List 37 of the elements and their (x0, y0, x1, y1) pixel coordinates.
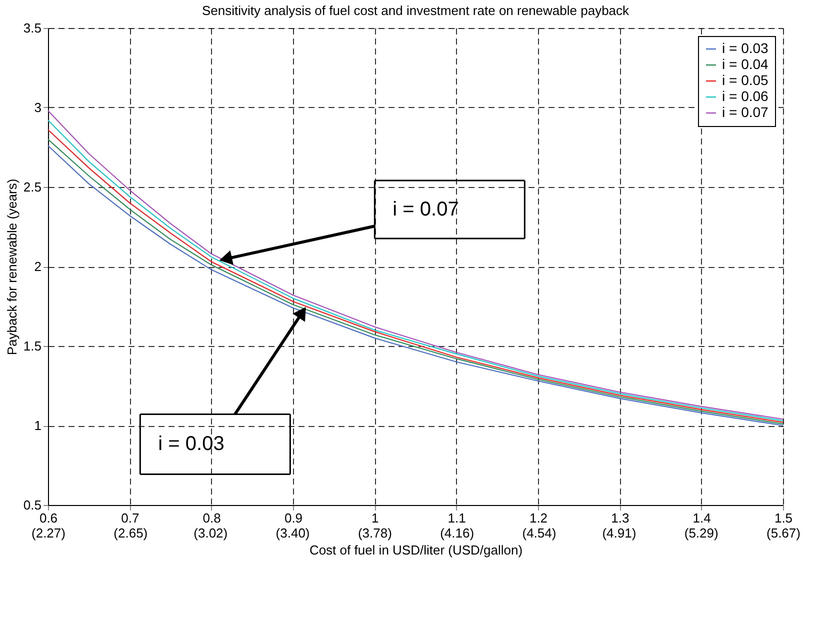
x2-tick-label: (3.40) (276, 526, 310, 540)
y-tick-label: 1.5 (23, 338, 42, 354)
x-tick-label: 1.2 (529, 510, 548, 526)
x-tick-label: 1.4 (692, 510, 711, 526)
x2-tick-label: (5.29) (684, 526, 718, 540)
annotation: i = 0.07 (392, 198, 459, 221)
x2-tick-label: (2.65) (114, 526, 148, 540)
y-tick-label: 2 (34, 259, 42, 274)
x2-tick-label: (4.16) (440, 526, 474, 540)
x2-tick-label: (3.78) (358, 526, 392, 540)
annotation: i = 0.03 (158, 433, 224, 456)
x-tick-label: 0.8 (202, 510, 221, 526)
legend-label: i = 0.06 (722, 88, 769, 104)
x-tick-label: 0.9 (284, 510, 303, 526)
legend-label: i = 0.04 (722, 56, 769, 72)
x2-tick-label: (2.27) (32, 526, 66, 540)
y-tick-label: 3.5 (23, 20, 42, 36)
x-tick-label: 1.5 (774, 510, 793, 526)
x2-tick-label: (4.54) (522, 526, 556, 540)
x-tick-label: 1 (372, 510, 379, 526)
x2-tick-label: (4.91) (602, 526, 636, 540)
y-tick-label: 0.5 (23, 498, 42, 512)
x-tick-label: 0.7 (121, 510, 140, 526)
y-tick-label: 1 (34, 418, 42, 433)
legend-label: i = 0.07 (722, 104, 769, 120)
x-tick-label: 0.6 (39, 510, 58, 526)
x2-tick-label: (3.02) (194, 526, 228, 540)
x-tick-label: 1.1 (448, 510, 466, 526)
legend-label: i = 0.05 (722, 72, 769, 88)
y-tick-label: 2.5 (23, 180, 42, 194)
x-axis-title: Cost of fuel in USD/liter (USD/gallon) (309, 542, 523, 558)
y-tick-label: 3 (34, 100, 42, 115)
y-axis-title: Payback for renewable (years) (4, 178, 20, 356)
x2-tick-label: (5.67) (766, 526, 800, 540)
x-tick-label: 1.3 (611, 510, 630, 526)
chart-title: Sensitivity analysis of fuel cost and investment rate on renewable payback (202, 3, 630, 18)
legend-label: i = 0.03 (722, 40, 769, 56)
